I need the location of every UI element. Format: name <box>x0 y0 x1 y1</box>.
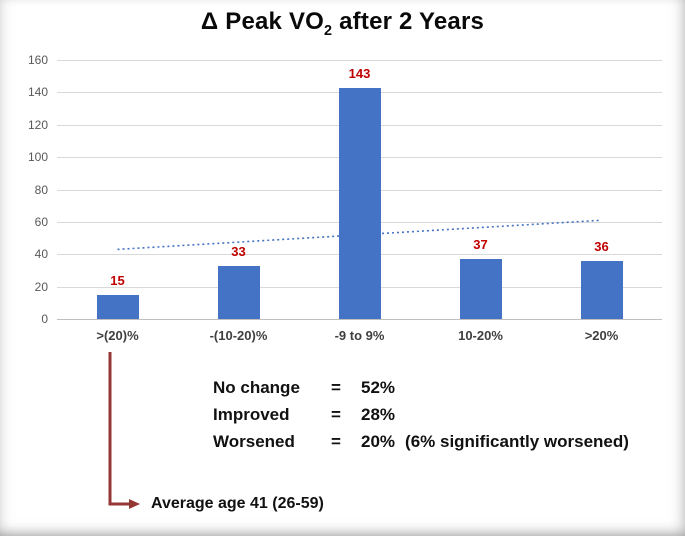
trendline <box>117 219 602 251</box>
chart-title-subscript: 2 <box>324 22 333 39</box>
summary-note-row: Improved = 28% <box>213 401 629 428</box>
bar-value-label: 37 <box>473 237 488 253</box>
bar--(10-20)% <box>217 265 260 319</box>
bar-chart: 0 20 40 60 80 100 120 140 160 15 33 143 37 36 >(20)%… <box>28 53 662 343</box>
note-equals: = <box>331 405 341 424</box>
note-label: Improved <box>213 405 290 424</box>
callout-text: Average age 41 (26-59) <box>151 495 324 512</box>
note-equals: = <box>331 378 341 397</box>
y-tick-label: 40 <box>34 247 48 262</box>
gridline <box>57 319 662 320</box>
arrow-line <box>108 352 140 509</box>
chart-title: Δ Peak VO2 after 2 Years <box>0 8 685 39</box>
bar-value-label: 15 <box>110 272 125 288</box>
x-tick-label: -9 to 9% <box>334 328 385 343</box>
y-tick-label: 140 <box>27 85 48 100</box>
chart-title-prefix: Δ Peak VO <box>200 8 325 35</box>
y-tick-label: 60 <box>34 214 48 229</box>
summary-note-row: Worsened = 20% (6% significantly worsened) <box>213 428 629 455</box>
x-tick-label: -(10-20)% <box>209 328 268 343</box>
bar--9 to 9% <box>338 87 381 319</box>
bar-value-label: 33 <box>231 243 246 259</box>
y-tick-label: 80 <box>34 182 48 197</box>
y-tick-label: 120 <box>27 117 48 132</box>
x-tick-label: 10-20% <box>458 328 503 343</box>
summary-note-row: No change = 52% <box>213 374 629 401</box>
x-tick-label: >(20)% <box>96 328 139 343</box>
note-value: 20% <box>361 432 396 451</box>
bar-value-label: 143 <box>348 65 371 81</box>
bar->20% <box>580 260 623 319</box>
y-tick-label: 0 <box>41 312 48 326</box>
trendline-path <box>117 219 602 251</box>
bar-10-20% <box>459 259 502 319</box>
note-value: 28% <box>361 405 396 424</box>
bar->(20)% <box>96 294 139 319</box>
gridline <box>57 60 662 61</box>
bar-value-label: 36 <box>594 238 609 254</box>
chart-title-suffix: after 2 Years <box>332 8 485 35</box>
summary-notes: No change = 52% Improved = 28% Worsened = 20% (6%… <box>213 374 629 455</box>
note-value: 52% <box>361 378 396 397</box>
note-equals: = <box>331 432 341 451</box>
note-label: No change <box>213 378 300 397</box>
y-tick-label: 20 <box>34 279 48 294</box>
x-tick-label: >20% <box>584 328 619 343</box>
note-detail: (6% significantly worsened) <box>405 432 629 451</box>
y-tick-label: 160 <box>27 53 48 67</box>
y-tick-label: 100 <box>27 150 48 165</box>
note-label: Worsened <box>213 432 295 451</box>
